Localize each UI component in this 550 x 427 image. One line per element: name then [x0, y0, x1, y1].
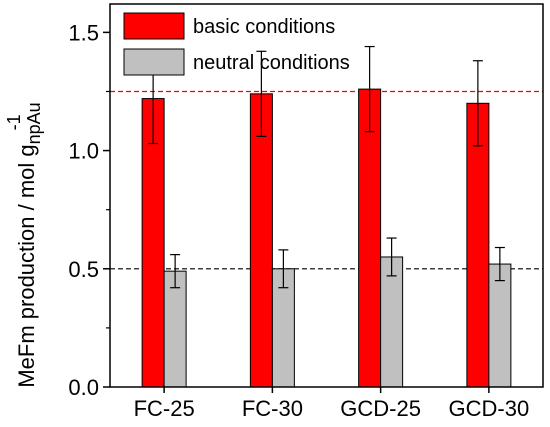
svg-text:MeFm production / mol gnpAu-1: MeFm production / mol gnpAu-1 — [4, 102, 44, 387]
plot-area — [110, 45, 543, 388]
bar-1-3 — [488, 263, 512, 388]
plot-frame — [109, 3, 544, 388]
bar-0-1 — [249, 93, 273, 388]
y-axis-label-main: MeFm production / mol g — [14, 144, 39, 387]
x-tick-label-3: GCD-30 — [449, 396, 530, 421]
y-tick-label-2: 1.0 — [68, 139, 99, 164]
bar-0-2 — [358, 88, 382, 388]
y-tick-label-0: 0.0 — [68, 375, 99, 400]
y-axis-label-subscript: npAu — [24, 102, 44, 144]
axes: FC-25 FC-30 GCD-25 GCD-30 0.0 0.5 1.0 1.5 — [68, 3, 544, 421]
y-tick-label-3: 1.5 — [68, 20, 99, 45]
legend-label-0: basic conditions — [193, 16, 335, 38]
x-tick-label-0: FC-25 — [134, 396, 195, 421]
legend: basic conditions neutral conditions — [123, 12, 350, 76]
bar-1-0 — [163, 270, 187, 388]
y-axis-label-superscript: -1 — [4, 114, 24, 130]
y-tick-label-1: 0.5 — [68, 257, 99, 282]
legend-label-1: neutral conditions — [193, 52, 350, 74]
x-tick-label-1: FC-30 — [242, 396, 303, 421]
x-tick-label-2: GCD-25 — [340, 396, 421, 421]
legend-swatch-0 — [123, 12, 185, 40]
legend-swatch-1 — [123, 48, 185, 76]
y-axis-label: MeFm production / mol gnpAu-1 — [4, 102, 44, 387]
